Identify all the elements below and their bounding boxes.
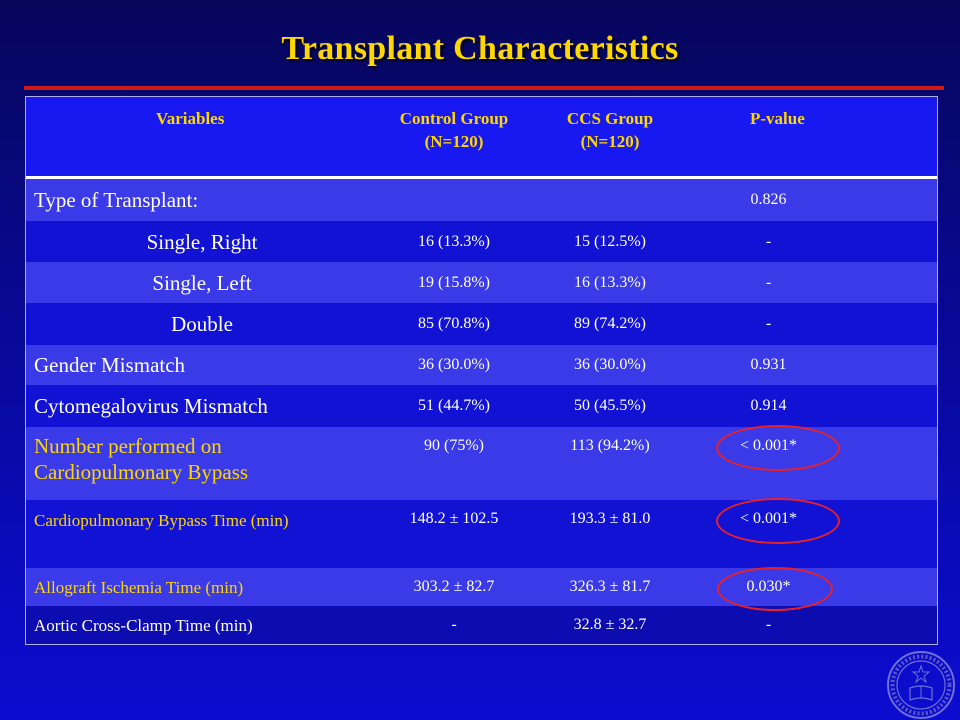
row-label: Cytomegalovirus Mismatch	[34, 394, 268, 418]
highlighted-pvalue: 0.030*	[716, 567, 833, 611]
highlighted-pvalue: < 0.001*	[715, 498, 840, 544]
row-pvalue: < 0.001*	[739, 510, 798, 527]
row-pvalue: -	[765, 315, 772, 332]
header-control-title: Control Group	[399, 109, 509, 128]
row-pvalue: 0.914	[750, 397, 787, 414]
row-pvalue: 0.931	[750, 356, 787, 373]
table-header-row: Variables Control Group (N=120) CCS Grou…	[26, 97, 937, 179]
row-control-value: 90 (75%)	[424, 437, 484, 454]
highlighted-pvalue: < 0.001*	[715, 425, 840, 471]
characteristics-table: Variables Control Group (N=120) CCS Grou…	[25, 96, 938, 645]
header-control-n: (N=120)	[424, 132, 484, 151]
header-ccs-title: CCS Group	[566, 109, 654, 128]
header-ccs-group: CCS Group (N=120)	[530, 97, 690, 176]
slide-title: Transplant Characteristics	[281, 30, 679, 67]
row-pvalue-cell: < 0.001*	[690, 425, 937, 500]
header-ccs-n: (N=120)	[580, 132, 640, 151]
header-pvalue: P-value	[750, 109, 805, 128]
table-row: Single, Left 19 (15.8%) 16 (13.3%) -	[26, 262, 937, 303]
row-control-value: 85 (70.8%)	[418, 315, 490, 332]
row-ccs-value: 15 (12.5%)	[574, 232, 646, 250]
row-control-value: 36 (30.0%)	[418, 356, 490, 373]
row-ccs-value	[530, 179, 690, 221]
row-label: Type of Transplant:	[34, 188, 199, 212]
table-row: Aortic Cross-Clamp Time (min) - 32.8 ± 3…	[26, 606, 937, 644]
row-control-value: 303.2 ± 82.7	[413, 578, 495, 595]
row-ccs-value: 326.3 ± 81.7	[569, 578, 651, 595]
row-ccs-value: 193.3 ± 81.0	[569, 510, 651, 527]
table-row: Double 85 (70.8%) 89 (74.2%) -	[26, 303, 937, 345]
table-row: Allograft Ischemia Time (min) 303.2 ± 82…	[26, 567, 937, 611]
university-seal-icon	[887, 651, 955, 719]
row-ccs-value: 113 (94.2%)	[570, 437, 650, 454]
row-ccs-value: 32.8 ± 32.7	[573, 616, 647, 633]
row-ccs-value: 50 (45.5%)	[574, 397, 646, 414]
table-row: Number performed on Cardiopulmonary Bypa…	[26, 425, 937, 500]
row-control-value: 51 (44.7%)	[418, 397, 490, 414]
row-control-value: 16 (13.3%)	[418, 232, 490, 250]
row-control-value	[378, 179, 530, 221]
row-control-value: 19 (15.8%)	[418, 273, 490, 291]
header-control-group: Control Group (N=120)	[378, 97, 530, 176]
row-pvalue: 0.826	[750, 191, 787, 208]
row-ccs-value: 89 (74.2%)	[574, 315, 646, 332]
row-ccs-value: 36 (30.0%)	[574, 356, 646, 373]
table-row: Cardiopulmonary Bypass Time (min) 148.2 …	[26, 498, 937, 568]
row-pvalue: -	[765, 232, 772, 250]
row-label: Double	[171, 312, 233, 336]
title-divider	[24, 86, 944, 90]
row-label: Single, Left	[152, 270, 252, 295]
row-pvalue-cell: 0.030*	[690, 567, 937, 611]
table-row: Single, Right 16 (13.3%) 15 (12.5%) -	[26, 221, 937, 262]
row-label: Aortic Cross-Clamp Time (min)	[34, 615, 253, 635]
table-row: Cytomegalovirus Mismatch 51 (44.7%) 50 (…	[26, 385, 937, 427]
row-pvalue: -	[765, 616, 772, 633]
row-control-value: -	[451, 616, 457, 633]
row-pvalue: 0.030*	[746, 578, 791, 595]
row-pvalue-cell: < 0.001*	[690, 498, 937, 568]
table-row: Type of Transplant: 0.826	[26, 179, 937, 221]
row-label: Number performed on Cardiopulmonary Bypa…	[34, 434, 249, 484]
row-pvalue: < 0.001*	[739, 437, 798, 454]
row-label: Single, Right	[146, 229, 258, 254]
row-label: Allograft Ischemia Time (min)	[34, 577, 244, 597]
row-label: Gender Mismatch	[34, 353, 186, 377]
row-ccs-value: 16 (13.3%)	[574, 273, 646, 291]
table-row: Gender Mismatch 36 (30.0%) 36 (30.0%) 0.…	[26, 345, 937, 385]
row-control-value: 148.2 ± 102.5	[409, 510, 499, 527]
row-pvalue: -	[765, 273, 772, 291]
row-label: Cardiopulmonary Bypass Time (min)	[34, 511, 289, 530]
header-variables: Variables	[156, 109, 225, 128]
